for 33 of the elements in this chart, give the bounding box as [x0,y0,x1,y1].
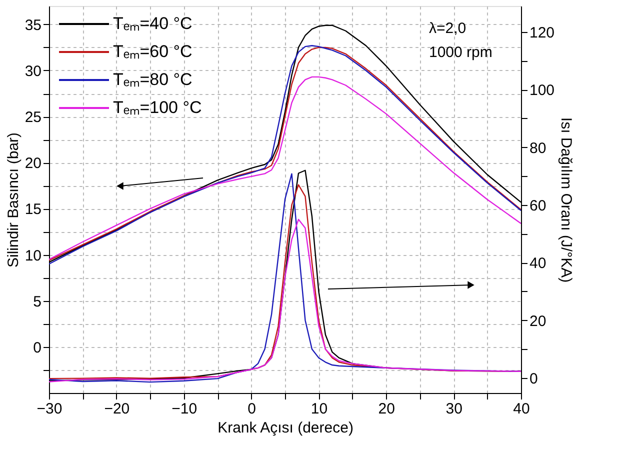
y2-tick-label: 40 [530,255,546,272]
legend-label: Tₑₘ=80 °C [113,70,192,89]
x-tick-label: 20 [378,400,395,418]
y-tick-label: 25 [24,109,42,126]
y2-tick-label: 100 [530,82,555,100]
legend-label: Tₑₘ=100 °C [113,98,202,117]
x-axis-title: Krank Açısı (derece) [218,420,354,436]
y-tick-label: 20 [24,155,42,172]
y-tick-label: 10 [24,247,42,264]
x-tick-label: 30 [446,400,462,418]
y2-tick-label: 0 [530,370,538,388]
x-tick-label: 0 [248,400,256,418]
legend-label: Tₑₘ=40 °C [113,14,192,33]
x-tick-label: 40 [513,400,530,418]
annotation: λ=2,0 [429,20,466,37]
y-tick-label: 15 [24,201,42,218]
x-tick-label: 10 [310,400,328,418]
y-tick-label: 5 [33,293,42,310]
y-tick-label: 30 [24,63,42,80]
legend-label: Tₑₘ=60 °C [113,42,192,61]
y2-tick-label: 120 [530,24,555,42]
x-tick-label: −10 [172,400,198,418]
x-tick-label: −30 [36,400,62,418]
y-tick-label: 35 [24,16,42,34]
x-tick-label: −20 [104,400,130,418]
annotation: 1000 rpm [429,44,492,61]
y2-tick-label: 20 [530,312,546,330]
y2-tick-label: 60 [530,197,546,214]
y-tick-label: 0 [33,339,42,356]
y2-axis-title: Isı Dağılım Oranı (J/°KA) [558,117,575,283]
y2-tick-label: 80 [530,140,546,157]
y-axis-title: Silindir Basıncı (bar) [4,132,22,268]
line-series [49,218,521,382]
